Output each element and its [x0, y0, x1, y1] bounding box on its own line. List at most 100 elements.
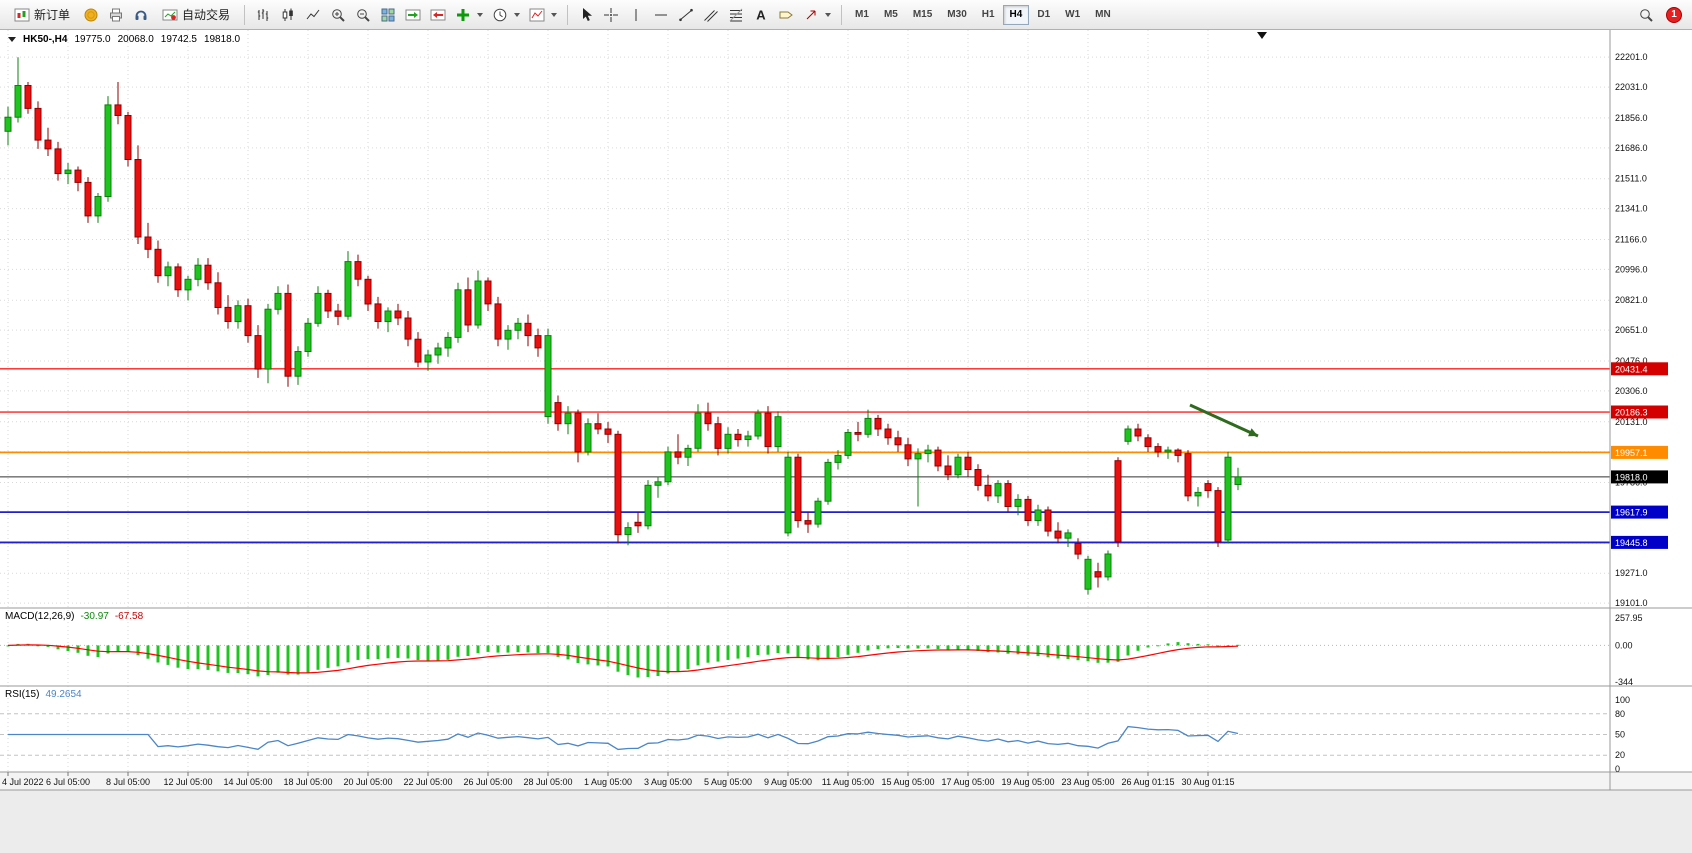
time-axis[interactable]: 4 Jul 2022 6 Jul 05:00 8 Jul 05:00 12 Jul 0…	[2, 772, 1235, 787]
candle-body	[784, 456, 792, 534]
notification-badge[interactable]: 1	[1666, 6, 1682, 23]
candle-body	[64, 169, 72, 175]
candle-body	[1104, 553, 1112, 578]
timeframe-m15-button[interactable]: M15	[906, 5, 939, 25]
macd-bar	[6, 645, 10, 647]
time-axis-strip[interactable]	[0, 772, 1692, 790]
candle-body	[74, 169, 82, 183]
macd-bar	[766, 645, 770, 655]
market-gold-button[interactable]	[79, 3, 103, 27]
timeframe-m5-button[interactable]: M5	[877, 5, 905, 25]
zoom-group	[326, 3, 400, 27]
time-axis-label: 4 Jul 2022	[2, 777, 44, 787]
chart-canvas[interactable]: 22201.0 22031.0 21856.0 21686.0 21511.0 21341…	[0, 30, 1692, 853]
horizontal-line-icon	[655, 14, 668, 15]
macd-bar	[336, 645, 340, 667]
macd-bar	[56, 645, 60, 650]
channel-tool-button[interactable]	[699, 3, 723, 27]
crosshair-tool-button[interactable]	[599, 3, 623, 27]
macd-bar	[1196, 643, 1200, 646]
candle-body	[104, 104, 112, 197]
candle-body	[634, 521, 642, 527]
macd-bar	[576, 645, 580, 664]
symbol-menu-icon[interactable]	[8, 37, 16, 42]
arrows-tool-button[interactable]	[799, 3, 835, 27]
candlestick-chart-button[interactable]	[276, 3, 300, 27]
chart-type-group	[251, 3, 325, 27]
price-axis-label: 21166.0	[1615, 234, 1647, 244]
gold-coin-icon	[84, 8, 98, 21]
macd-bar	[196, 645, 200, 670]
timeframe-m30-button[interactable]: M30	[940, 5, 973, 25]
macd-bar	[346, 645, 350, 663]
cursor-tool-button[interactable]	[574, 3, 598, 27]
macd-bar	[516, 645, 520, 653]
panel-separators[interactable]	[0, 30, 1692, 791]
zoom-out-button[interactable]	[351, 3, 375, 27]
candle-body	[554, 402, 562, 425]
timeframe-h4-button[interactable]: H4	[1002, 4, 1030, 25]
macd-bar	[316, 645, 320, 670]
timeframe-mn-button[interactable]: MN	[1088, 5, 1118, 25]
macd-histogram	[6, 642, 1240, 678]
timeframe-w1-button[interactable]: W1	[1058, 5, 1087, 25]
time-axis-label: 23 Aug 05:00	[1061, 777, 1114, 787]
macd-bar	[106, 645, 110, 654]
template-button[interactable]	[525, 3, 561, 27]
vertical-line-tool-button[interactable]	[624, 3, 648, 27]
support-button[interactable]	[129, 3, 153, 27]
macd-header: MACD(12,26,9) -30.97 -67.58	[5, 611, 143, 622]
candle-body	[954, 456, 962, 476]
auto-trading-button[interactable]: 自动交易	[154, 3, 238, 27]
tile-windows-button[interactable]	[376, 3, 400, 27]
toolbar-separator	[841, 4, 843, 25]
print-button[interactable]	[104, 3, 128, 27]
chart-shift-marker[interactable]	[1257, 32, 1267, 39]
macd-signal-value: -67.58	[114, 611, 144, 622]
macd-bar	[676, 645, 680, 672]
text-label-tool-button[interactable]	[774, 3, 798, 27]
rsi-value: 49.2654	[45, 689, 82, 700]
candle-body	[994, 483, 1002, 497]
macd-bar	[36, 645, 40, 647]
zoom-in-button[interactable]	[326, 3, 350, 27]
new-order-button[interactable]: 新订单	[6, 3, 78, 27]
macd-bar	[706, 645, 710, 663]
macd-bar	[1216, 645, 1220, 648]
search-button[interactable]	[1634, 3, 1658, 27]
time-axis-label: 6 Jul 05:00	[46, 777, 90, 787]
candle-body	[914, 453, 922, 460]
line-chart-icon	[306, 9, 320, 19]
price-tag	[1611, 405, 1668, 419]
candle-body	[164, 266, 172, 277]
timeframe-m1-button[interactable]: M1	[848, 5, 876, 25]
auto-scroll-button[interactable]	[401, 3, 425, 27]
candle-body	[124, 115, 132, 160]
new-order-label: 新订单	[34, 8, 71, 22]
candle-body	[494, 303, 502, 340]
macd-bar	[636, 645, 640, 678]
timeframe-h1-button[interactable]: H1	[975, 5, 1002, 25]
price-tag-label: 19957.1	[1615, 448, 1648, 458]
line-chart-button[interactable]	[301, 3, 325, 27]
candle-body	[604, 428, 612, 435]
candle-body	[524, 322, 532, 337]
add-indicator-button[interactable]	[451, 3, 487, 27]
annotation-arrow[interactable]	[1189, 403, 1259, 438]
period-button[interactable]	[488, 3, 524, 27]
text-tool-button[interactable]: A	[749, 3, 773, 27]
candle-body	[734, 433, 742, 441]
candle-body	[514, 322, 522, 331]
candle-body	[1054, 530, 1062, 539]
price-axis[interactable]: 22201.0 22031.0 21856.0 21686.0 21511.0 21341…	[1615, 52, 1648, 774]
candle-body	[504, 329, 512, 340]
macd-bar	[246, 645, 250, 675]
trendline-tool-button[interactable]	[674, 3, 698, 27]
horizontal-line-tool-button[interactable]	[649, 3, 673, 27]
timeframe-d1-button[interactable]: D1	[1030, 5, 1057, 25]
fibonacci-tool-button[interactable]	[724, 3, 748, 27]
chart-shift-button[interactable]	[426, 3, 450, 27]
candle-body	[194, 264, 202, 280]
fibonacci-icon	[729, 8, 743, 21]
bar-chart-button[interactable]	[251, 3, 275, 27]
